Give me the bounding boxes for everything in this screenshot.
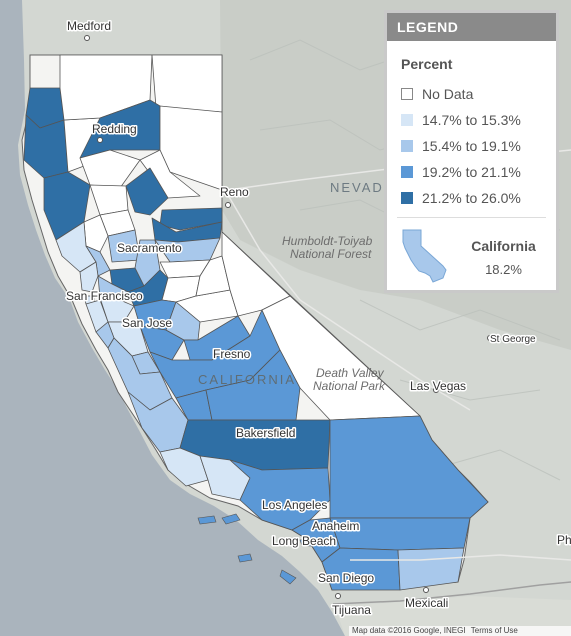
label-humboldt-2: National Forest — [290, 247, 372, 261]
county-butte[interactable] — [125, 167, 169, 216]
map-data-credit: Map data ©2016 Google, INEGI — [352, 626, 466, 635]
label-san-diego: San Diego — [318, 571, 374, 585]
label-st-george: St George — [490, 334, 536, 345]
us-mexico-border — [332, 581, 571, 605]
label-tijuana: Tijuana — [332, 603, 371, 617]
county-layer — [23, 54, 489, 591]
city-marker-medford — [84, 35, 90, 41]
legend-swatch-bin-1 — [401, 114, 413, 126]
legend-item: No Data — [401, 81, 556, 107]
city-marker-las-vegas — [433, 387, 439, 393]
legend-divider — [397, 217, 546, 218]
label-fresno: Fresno — [213, 347, 251, 361]
legend-panel: LEGEND Percent No Data 14.7% to 15.3% 15… — [384, 10, 559, 293]
county-lassen — [159, 105, 223, 191]
county-el-dorado[interactable] — [154, 237, 221, 263]
legend-title: LEGEND — [387, 13, 556, 41]
county-marin[interactable] — [79, 261, 99, 293]
label-california: CALIFORNIA — [198, 372, 296, 387]
label-death-valley-2: National Park — [313, 379, 386, 393]
label-anaheim: Anaheim — [312, 519, 359, 533]
legend-subtitle: Percent — [401, 56, 453, 72]
label-san-francisco: San Francisco — [66, 289, 143, 303]
legend-label: 14.7% to 15.3% — [422, 112, 521, 128]
label-long-beach: Long Beach — [272, 534, 336, 548]
legend-swatch-no-data — [401, 88, 413, 100]
city-marker-redding — [97, 137, 103, 143]
county-merced[interactable] — [139, 325, 185, 361]
label-sacramento: Sacramento — [117, 241, 182, 255]
legend-item: 21.2% to 26.0% — [401, 185, 556, 211]
legend-list: No Data 14.7% to 15.3% 15.4% to 19.1% 19… — [401, 81, 556, 211]
label-death-valley-1: Death Valley — [316, 366, 385, 380]
city-marker-reno — [225, 202, 231, 208]
legend-label: 19.2% to 21.1% — [422, 164, 521, 180]
county-contra-costa[interactable] — [97, 275, 129, 301]
legend-swatch-bin-4 — [401, 192, 413, 204]
channel-islands — [197, 513, 313, 585]
label-reno: Reno — [220, 185, 249, 199]
label-las-vegas: Las Vegas — [410, 379, 466, 393]
label-humboldt-1: Humboldt-Toiyab — [282, 234, 373, 248]
county-napa[interactable] — [85, 245, 111, 277]
label-mexicali: Mexicali — [405, 596, 448, 610]
state-value: 18.2% — [485, 262, 522, 277]
legend-label: 15.4% to 19.1% — [422, 138, 521, 154]
state-summary: California 18.2% — [387, 228, 556, 284]
legend-item: 15.4% to 19.1% — [401, 133, 556, 159]
map-attribution: Map data ©2016 Google, INEGI Terms of Us… — [349, 626, 571, 636]
label-bakersfield: Bakersfield — [236, 426, 295, 440]
city-marker-mexicali — [423, 587, 429, 593]
legend-item: 19.2% to 21.1% — [401, 159, 556, 185]
city-marker-tijuana — [335, 593, 341, 599]
legend-label: No Data — [422, 86, 474, 102]
legend-label: 21.2% to 26.0% — [422, 190, 521, 206]
state-info: California 18.2% — [451, 228, 556, 284]
label-redding: Redding — [92, 122, 137, 136]
california-thumbnail-icon — [402, 229, 447, 283]
label-los-angeles: Los Angeles — [262, 498, 327, 512]
state-name: California — [471, 238, 536, 254]
label-medford: Medford — [67, 19, 111, 33]
terms-link[interactable]: Terms of Use — [470, 626, 518, 635]
legend-swatch-bin-3 — [401, 166, 413, 178]
legend-item: 14.7% to 15.3% — [401, 107, 556, 133]
legend-swatch-bin-2 — [401, 140, 413, 152]
label-phoenix: Ph — [557, 533, 571, 547]
county-modoc — [151, 54, 223, 113]
label-san-jose: San Jose — [122, 316, 172, 330]
county-tehama — [79, 149, 141, 189]
label-nevada: NEVAD — [330, 180, 384, 195]
city-marker-st-george — [487, 335, 493, 341]
city-markers — [84, 35, 493, 599]
county-alameda[interactable] — [99, 297, 135, 323]
